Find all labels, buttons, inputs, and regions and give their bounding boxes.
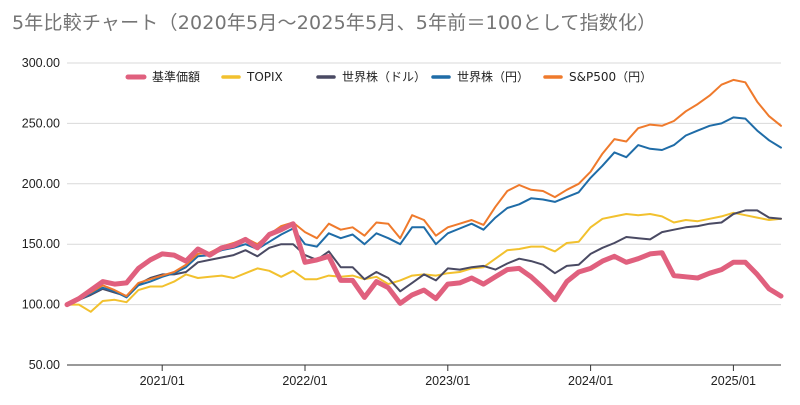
- legend-label-4: S&P500（円）: [569, 70, 652, 84]
- y-tick-label: 250.00: [22, 116, 60, 130]
- grid: [67, 62, 781, 366]
- series-line-3: [66, 116, 782, 306]
- legend-label-3: 世界株（円）: [457, 69, 529, 84]
- series-line-4: [66, 78, 782, 306]
- y-tick-label: 300.00: [22, 56, 60, 70]
- series-line-2: [66, 209, 782, 306]
- x-tick-label: 2021/01: [140, 374, 185, 388]
- y-tick-label: 200.00: [22, 177, 60, 191]
- x-tick-label: 2025/01: [711, 374, 756, 388]
- chart-title: 5年比較チャート（2020年5月～2025年5月、5年前＝100として指数化）: [12, 12, 657, 34]
- legend-label-1: TOPIX: [246, 70, 283, 84]
- y-tick-label: 50.00: [29, 358, 60, 372]
- x-tick-label: 2023/01: [425, 374, 470, 388]
- y-tick-label: 150.00: [22, 237, 60, 251]
- series-line-0: [64, 221, 784, 308]
- series-lines: [64, 78, 784, 313]
- legend-label-2: 世界株（ドル）: [342, 69, 426, 84]
- x-tick-label: 2024/01: [568, 374, 613, 388]
- x-tick-label: 2022/01: [282, 374, 327, 388]
- y-tick-label: 100.00: [22, 298, 60, 312]
- legend-label-0: 基準価額: [152, 69, 200, 84]
- axes: 50.00 100.00 150.00 200.00 250.00 300.00 2021/…: [22, 56, 756, 388]
- legend: 基準価額 TOPIX 世界株（ドル） 世界株（円） S&P500（円）: [125, 69, 652, 84]
